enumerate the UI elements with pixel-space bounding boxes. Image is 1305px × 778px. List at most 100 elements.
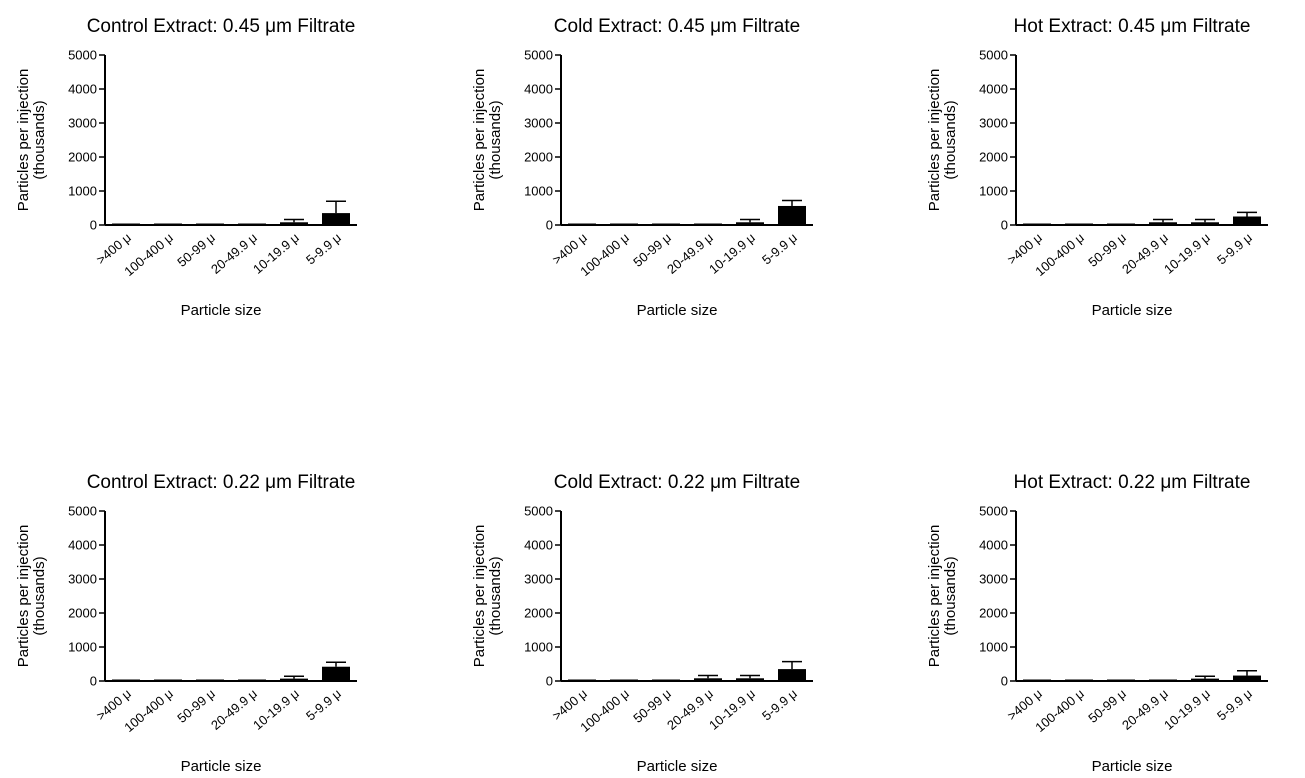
y-axis-label: Particles per injection(thousands) — [15, 69, 48, 212]
y-tick-label: 0 — [1001, 674, 1008, 689]
y-tick-label: 5000 — [524, 48, 553, 63]
y-tick-label: 0 — [546, 674, 553, 689]
x-tick-label: 20-49.9 μ — [208, 230, 260, 277]
bar — [778, 205, 806, 225]
x-axis-label: Particle size — [181, 758, 262, 775]
y-tick-label: 1000 — [68, 640, 97, 655]
x-tick-label: 10-19.9 μ — [1161, 686, 1213, 733]
chart-title: Hot Extract: 0.22 μm Filtrate — [1014, 472, 1251, 493]
y-tick-label: 1000 — [979, 640, 1008, 655]
bar — [610, 679, 638, 681]
y-tick-label: 3000 — [979, 572, 1008, 587]
bar — [1233, 675, 1261, 681]
bar — [1107, 679, 1135, 681]
y-axis-label: Particles per injection(thousands) — [926, 525, 959, 668]
bar — [1065, 223, 1093, 225]
x-tick-label: 10-19.9 μ — [250, 686, 302, 733]
y-tick-label: 5000 — [979, 48, 1008, 63]
chart-title: Cold Extract: 0.45 μm Filtrate — [554, 16, 800, 37]
y-tick-label: 2000 — [524, 150, 553, 165]
y-tick-label: 5000 — [979, 504, 1008, 519]
bar — [778, 669, 806, 681]
y-tick-label: 1000 — [979, 184, 1008, 199]
bar — [652, 679, 680, 681]
bar — [1023, 223, 1051, 225]
x-tick-label: 20-49.9 μ — [208, 686, 260, 733]
x-tick-label: 5-9.9 μ — [1214, 686, 1255, 724]
y-tick-label: 0 — [546, 218, 553, 233]
y-tick-label: 1000 — [524, 184, 553, 199]
y-tick-label: 0 — [90, 218, 97, 233]
y-axis-label: Particles per injection(thousands) — [471, 525, 504, 668]
bar — [1065, 679, 1093, 681]
bar — [694, 223, 722, 225]
y-tick-label: 3000 — [68, 572, 97, 587]
y-tick-label: 5000 — [68, 48, 97, 63]
chart-panel-4: Control Extract: 0.22 μm Filtrate 0 1000 20… — [15, 472, 357, 775]
y-tick-label: 4000 — [524, 82, 553, 97]
x-tick-label: 5-9.9 μ — [759, 686, 800, 724]
bar — [1191, 678, 1219, 681]
x-axis-label: Particle size — [637, 302, 718, 319]
x-axis-label: Particle size — [1092, 758, 1173, 775]
bar — [652, 223, 680, 225]
x-axis-label: Particle size — [637, 758, 718, 775]
x-axis-label: Particle size — [181, 302, 262, 319]
x-tick-label: 20-49.9 μ — [1119, 230, 1171, 277]
x-axis-label: Particle size — [1092, 302, 1173, 319]
chart-panel-2: Cold Extract: 0.45 μm Filtrate 0 1000 2000 3… — [471, 16, 813, 319]
chart-panel-3: Hot Extract: 0.45 μm Filtrate 0 1000 2000 30… — [926, 16, 1268, 319]
y-tick-label: 4000 — [979, 538, 1008, 553]
bar — [1149, 222, 1177, 225]
x-tick-label: 10-19.9 μ — [250, 230, 302, 277]
x-tick-label: 20-49.9 μ — [664, 230, 716, 277]
y-tick-label: 0 — [1001, 218, 1008, 233]
bar — [238, 223, 266, 225]
bar — [1191, 222, 1219, 225]
chart-title: Cold Extract: 0.22 μm Filtrate — [554, 472, 800, 493]
chart-title: Control Extract: 0.22 μm Filtrate — [87, 472, 356, 493]
bar — [1023, 679, 1051, 681]
x-tick-label: 10-19.9 μ — [1161, 230, 1213, 277]
bar — [112, 223, 140, 225]
y-tick-label: 4000 — [979, 82, 1008, 97]
y-axis-label: Particles per injection(thousands) — [15, 525, 48, 668]
y-tick-label: 4000 — [68, 82, 97, 97]
y-tick-label: 1000 — [68, 184, 97, 199]
chart-panel-1: Control Extract: 0.45 μm Filtrate 0 1000 20… — [15, 16, 357, 319]
y-tick-label: 2000 — [524, 606, 553, 621]
bar — [238, 679, 266, 681]
y-tick-label: 4000 — [524, 538, 553, 553]
bar — [736, 222, 764, 225]
y-tick-label: 2000 — [68, 150, 97, 165]
x-tick-label: 5-9.9 μ — [303, 230, 344, 268]
x-tick-label: 5-9.9 μ — [303, 686, 344, 724]
x-tick-label: 5-9.9 μ — [1214, 230, 1255, 268]
bar — [322, 213, 350, 225]
bar — [736, 678, 764, 681]
bar — [322, 666, 350, 681]
y-tick-label: 4000 — [68, 538, 97, 553]
y-tick-label: 0 — [90, 674, 97, 689]
chart-title: Hot Extract: 0.45 μm Filtrate — [1014, 16, 1251, 37]
x-tick-label: 10-19.9 μ — [706, 686, 758, 733]
x-tick-label: 20-49.9 μ — [1119, 686, 1171, 733]
x-tick-label: 10-19.9 μ — [706, 230, 758, 277]
x-tick-label: 5-9.9 μ — [759, 230, 800, 268]
y-axis-label: Particles per injection(thousands) — [471, 69, 504, 212]
bar — [112, 679, 140, 681]
bar — [610, 223, 638, 225]
y-tick-label: 3000 — [68, 116, 97, 131]
bar — [694, 678, 722, 681]
y-tick-label: 2000 — [979, 150, 1008, 165]
x-tick-label: 20-49.9 μ — [664, 686, 716, 733]
bar — [568, 679, 596, 681]
chart-panel-6: Hot Extract: 0.22 μm Filtrate 0 1000 2000 30… — [926, 472, 1268, 775]
bar — [1149, 679, 1177, 681]
y-tick-label: 3000 — [524, 116, 553, 131]
chart-title: Control Extract: 0.45 μm Filtrate — [87, 16, 356, 37]
bar — [154, 223, 182, 225]
bar — [280, 678, 308, 681]
y-tick-label: 3000 — [979, 116, 1008, 131]
y-axis-label: Particles per injection(thousands) — [926, 69, 959, 212]
